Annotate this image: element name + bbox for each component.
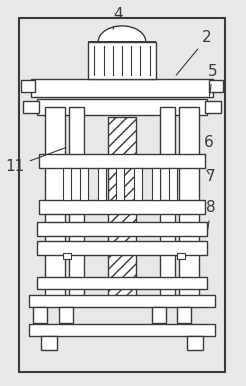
- Bar: [29, 325, 215, 336]
- Bar: [69, 107, 84, 303]
- Bar: [80, 168, 88, 200]
- Bar: [41, 336, 57, 350]
- Bar: [37, 222, 207, 235]
- Polygon shape: [88, 26, 156, 42]
- Bar: [39, 200, 205, 214]
- Text: 6: 6: [204, 135, 214, 156]
- Bar: [177, 253, 185, 259]
- Text: 2: 2: [176, 30, 212, 75]
- Text: 4: 4: [113, 7, 123, 29]
- Bar: [33, 307, 47, 323]
- Bar: [21, 80, 35, 92]
- Text: 7: 7: [206, 169, 216, 184]
- Bar: [187, 336, 203, 350]
- Bar: [31, 79, 213, 97]
- Bar: [45, 107, 65, 303]
- Bar: [152, 307, 166, 323]
- Bar: [63, 168, 71, 200]
- Bar: [108, 117, 136, 305]
- Bar: [29, 295, 215, 307]
- Polygon shape: [51, 255, 73, 281]
- Bar: [37, 242, 207, 255]
- Bar: [23, 101, 39, 113]
- Bar: [116, 168, 124, 200]
- Bar: [169, 168, 177, 200]
- Bar: [59, 307, 73, 323]
- Bar: [177, 307, 191, 323]
- Text: 5: 5: [208, 64, 218, 96]
- Bar: [88, 42, 156, 79]
- Bar: [134, 168, 142, 200]
- Bar: [152, 168, 160, 200]
- Bar: [37, 277, 207, 289]
- Bar: [179, 107, 199, 303]
- Bar: [209, 80, 223, 92]
- Polygon shape: [171, 255, 193, 281]
- Bar: [98, 168, 106, 200]
- Bar: [160, 107, 175, 303]
- Bar: [19, 18, 225, 372]
- Bar: [205, 101, 221, 113]
- Bar: [37, 99, 207, 115]
- Bar: [63, 253, 71, 259]
- Bar: [39, 154, 205, 168]
- Text: 8: 8: [206, 200, 216, 231]
- Text: 11: 11: [6, 147, 66, 174]
